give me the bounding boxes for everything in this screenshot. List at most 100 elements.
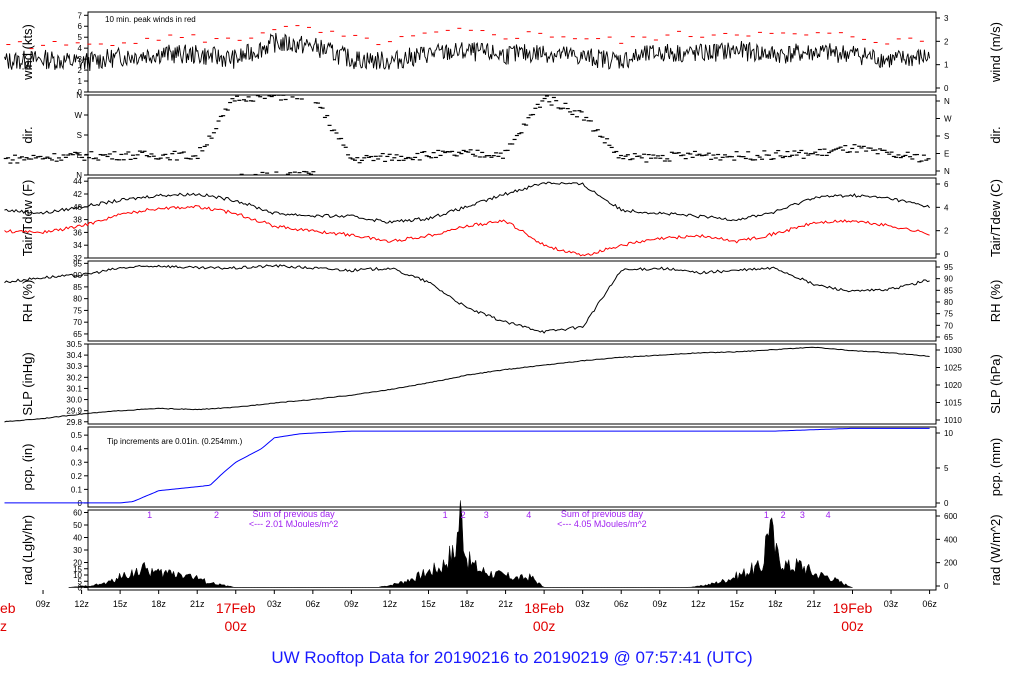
y-tick-label-right: 5 [944, 464, 949, 473]
y-tick-label-right: 4 [944, 203, 949, 212]
y-tick-label-left: 7 [78, 11, 83, 20]
y-tick-label-right: W [944, 115, 952, 124]
y-tick-label-left: 0.1 [71, 485, 83, 494]
x-tick-label: 18z [768, 599, 783, 609]
y-tick-label-left: 30.0 [66, 396, 82, 405]
y-tick-label-right: 75 [944, 310, 953, 319]
y-tick-label-left: 44 [73, 177, 82, 186]
panel-temp: Tair/Tdew (F) Tair/Tdew (C)32343638404244… [4, 177, 1003, 263]
y-tick-label-left: 3 [78, 55, 83, 64]
y-tick-label-right: N [944, 167, 950, 176]
y-tick-label-right: 80 [944, 298, 953, 307]
x-tick-label: 12z [691, 599, 706, 609]
radiation-marker: 3 [484, 510, 489, 520]
y-tick-label-left: 30.5 [66, 340, 82, 349]
radiation-area [68, 500, 853, 588]
y-tick-label-right: 600 [944, 512, 958, 521]
x-tick-label: 21z [498, 599, 513, 609]
panel-annotation: Tip increments are 0.01in. (0.254mm.) [107, 437, 243, 446]
y-tick-label-right: 0 [944, 84, 949, 93]
y-tick-label-left: N [76, 91, 82, 100]
y-tick-label-left: 32 [73, 254, 82, 263]
y-tick-label-left: 2 [78, 66, 83, 75]
y-tick-label-right: N [944, 97, 950, 106]
y-tick-label-right: 6 [944, 180, 949, 189]
y-tick-label-left: 38 [73, 216, 82, 225]
y-tick-label-right: 200 [944, 559, 958, 568]
y-tick-label-right: 90 [944, 275, 953, 284]
y-tick-label-left: 5 [78, 33, 83, 42]
y-tick-label-right: 1010 [944, 416, 962, 425]
y-tick-label-right: 1030 [944, 346, 962, 355]
date-marker-time: 00z [533, 618, 556, 634]
panel-pcp: pcp. (in) pcp. (mm) 0 0.1 0.2 0.3 0.4 0.5 0 5 10 Ti… [4, 426, 1003, 508]
y-tick-label-right: 0 [944, 499, 949, 508]
x-tick-label: 15z [421, 599, 436, 609]
series-SLP [4, 346, 930, 423]
y-axis-label-right: Tair/Tdew (C) [988, 179, 1003, 257]
y-tick-label-left: 70 [73, 318, 82, 327]
y-tick-label-left: 90 [73, 271, 82, 280]
y-tick-label-left: 0.2 [71, 472, 83, 481]
y-tick-label-left: 10 [73, 571, 82, 580]
radiation-marker: 2 [781, 510, 786, 520]
y-axis-label-left: pcp. (in) [20, 444, 35, 491]
panel-dir: dir.dir.NESWNNESWN [3, 91, 1003, 180]
y-tick-label-left: 6 [78, 22, 83, 31]
y-axis-label-left: Tair/Tdew (F) [20, 180, 35, 257]
y-tick-label-left: 0 [78, 88, 83, 97]
y-tick-label-left: 30 [73, 546, 82, 555]
x-tick-label: 03z [884, 599, 899, 609]
panel-slp: SLP (inHg) SLP (hPa) 29.8 29.9 30.0 30.1 30.2 3… [4, 340, 1003, 427]
x-tick-label: 21z [807, 599, 822, 609]
x-tick-label: 18z [151, 599, 166, 609]
y-tick-label-left: N [76, 171, 82, 180]
radiation-marker: 4 [826, 510, 831, 520]
y-tick-label-left: 42 [73, 190, 82, 199]
y-tick-label-right: 1 [944, 61, 949, 70]
radiation-sum-note: <--- 4.05 MJoules/m^2 [557, 519, 647, 529]
y-tick-label-left: 30.4 [66, 351, 82, 360]
y-tick-label-left: 0.5 [71, 431, 83, 440]
y-tick-label-left: W [74, 111, 82, 120]
x-tick-label: 06z [614, 599, 629, 609]
y-axis-label-left: wind (kts) [20, 24, 35, 81]
panel-frame [87, 11, 937, 93]
y-tick-label-left: 85 [73, 283, 82, 292]
y-tick-label-left: 1 [78, 77, 83, 86]
y-tick-label-left: 75 [73, 306, 82, 315]
panel-rh: RH (%) RH (%) 65 70 75 80 85 90 95 65 70 75 80 85 90 95 [4, 259, 1003, 342]
y-tick-label-right: 95 [944, 263, 953, 272]
x-tick-label: 18z [460, 599, 475, 609]
y-axis-label-left: SLP (inHg) [20, 352, 35, 415]
panel-frame [87, 94, 937, 176]
y-tick-label-right: 3 [944, 14, 949, 23]
y-tick-label-right: 0 [944, 582, 949, 591]
x-tick-label: 21z [190, 599, 205, 609]
y-tick-label-left: 65 [73, 330, 82, 339]
date-marker: 18Feb [524, 600, 564, 616]
date-marker-partial: eb [0, 600, 16, 616]
series-Tdew [4, 204, 930, 257]
radiation-marker: 2 [214, 510, 219, 520]
x-tick-label: 06z [922, 599, 937, 609]
y-axis-label-left: RH (%) [20, 280, 35, 323]
x-tick-label: 09z [36, 599, 51, 609]
y-tick-label-right: 1020 [944, 381, 962, 390]
y-axis-label-right: SLP (hPa) [988, 354, 1003, 414]
radiation-sum-note: Sum of previous day [561, 509, 644, 519]
y-axis-label-right: wind (m/s) [988, 22, 1003, 83]
y-tick-label-right: 65 [944, 333, 953, 342]
panel-frame [87, 343, 937, 425]
y-tick-label-right: 2 [944, 227, 949, 236]
y-tick-label-right: 10 [944, 429, 953, 438]
date-marker-partial-time: z [0, 618, 7, 634]
y-tick-label-left: 95 [73, 259, 82, 268]
panel-annotation: 10 min. peak winds in red [105, 15, 196, 24]
y-tick-label-right: 1025 [944, 364, 962, 373]
y-tick-label-left: 40 [73, 534, 82, 543]
y-tick-label-left: 15 [73, 565, 82, 574]
radiation-marker: 4 [526, 510, 531, 520]
radiation-sum-note: Sum of previous day [253, 509, 336, 519]
series-Tair [4, 181, 930, 224]
